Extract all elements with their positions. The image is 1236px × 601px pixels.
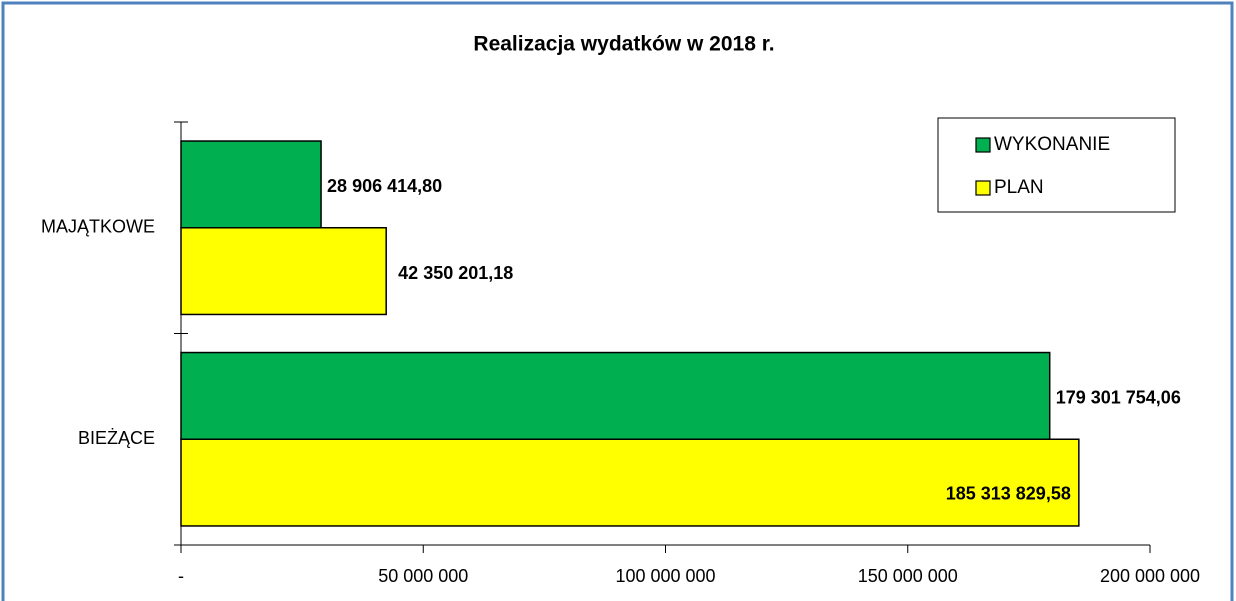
bar xyxy=(180,351,1051,440)
legend-label: PLAN xyxy=(994,177,1044,198)
chart-title: Realizacja wydatków w 2018 r. xyxy=(473,33,774,56)
legend xyxy=(937,117,1176,213)
x-tick-label: 200 000 000 xyxy=(1100,566,1200,586)
bar xyxy=(180,227,387,316)
y-tick-label: MAJĄTKOWE xyxy=(41,217,155,237)
data-label: 42 350 201,18 xyxy=(398,263,513,283)
y-tick-label: BIEŻĄCE xyxy=(78,428,155,448)
x-tick-label: 150 000 000 xyxy=(858,566,958,586)
x-tick-label: - xyxy=(178,566,184,586)
bar xyxy=(180,140,322,229)
data-label: 28 906 414,80 xyxy=(327,176,442,196)
x-tick-label: 50 000 000 xyxy=(378,566,468,586)
data-label: 185 313 829,58 xyxy=(946,483,1071,503)
bar xyxy=(180,438,1080,527)
data-label: 179 301 754,06 xyxy=(1056,388,1181,408)
legend-label: WYKONANIE xyxy=(994,134,1110,155)
legend-swatch xyxy=(975,180,991,196)
x-tick-label: 100 000 000 xyxy=(615,566,715,586)
legend-swatch xyxy=(975,137,991,153)
